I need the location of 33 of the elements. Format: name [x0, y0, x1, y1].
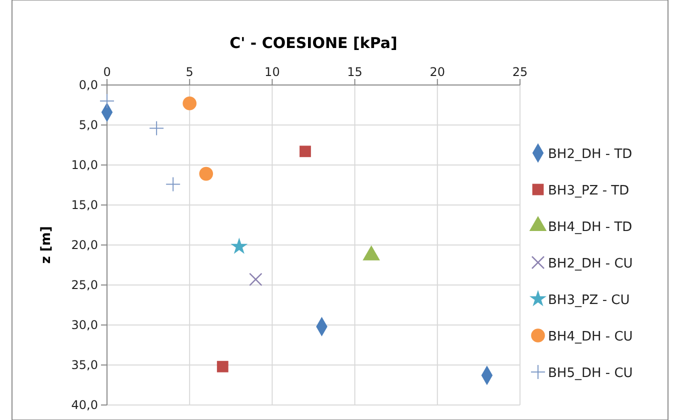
- x-tick-label: 25: [512, 65, 528, 79]
- point: [249, 272, 262, 286]
- point: [230, 238, 248, 254]
- point: [300, 146, 311, 158]
- y-tick-label: 40,0: [71, 398, 98, 412]
- chart-title: C' - COESIONE [kPa]: [230, 34, 398, 52]
- y-tick-label: 5,0: [78, 118, 98, 132]
- x-tick-label: 0: [103, 65, 111, 79]
- y-tick-label: 0,0: [78, 78, 98, 92]
- legend-label: BH4_DH - TD: [548, 220, 632, 235]
- x-tick-label: 10: [264, 65, 280, 79]
- y-tick-label: 10,0: [71, 158, 98, 172]
- y-tick-label: 25,0: [71, 278, 98, 292]
- legend-label: BH3_PZ - CU: [548, 293, 630, 308]
- x-tick-label: 5: [186, 65, 194, 79]
- point: [216, 360, 228, 372]
- legend-label: BH3_PZ - TD: [548, 184, 630, 198]
- point: [149, 120, 164, 136]
- y-tick-label: 30,0: [71, 318, 98, 332]
- y-tick-label: 15,0: [71, 198, 98, 212]
- point: [100, 94, 114, 108]
- legend-label: BH2_DH - CU: [548, 256, 633, 272]
- point: [199, 166, 214, 181]
- y-axis-title: z [m]: [39, 226, 54, 264]
- legend-label: BH4_DH - CU: [548, 330, 633, 344]
- x-tick-label: 20: [430, 65, 446, 79]
- legend-label: BH2_DH - TD: [548, 147, 632, 162]
- x-tick-label: 15: [347, 65, 362, 79]
- y-tick-label: 20,0: [71, 238, 98, 252]
- y-tick-label: 35,0: [71, 358, 98, 372]
- point: [166, 176, 181, 192]
- legend-label: BH5_DH - CU: [548, 366, 633, 381]
- point: [182, 96, 197, 110]
